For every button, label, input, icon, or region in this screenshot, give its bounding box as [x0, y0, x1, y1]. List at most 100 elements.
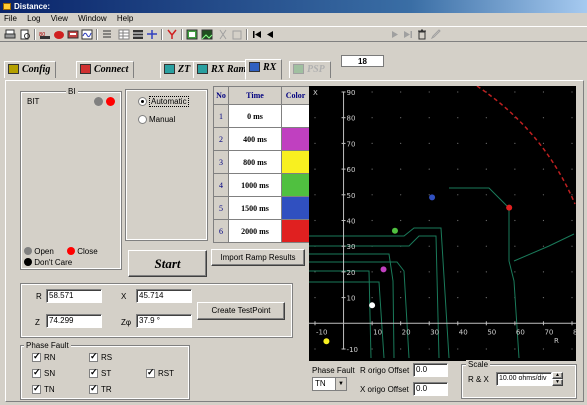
create-testpoint-button[interactable]: Create TestPoint: [197, 302, 285, 320]
table-row[interactable]: 5 1500 ms: [213, 196, 310, 220]
tab-rx-ramp[interactable]: RX Ramp: [193, 61, 258, 78]
grid-dot: [542, 194, 545, 196]
tab-psp: PSP: [289, 61, 331, 78]
tn-checkbox-icon[interactable]: [32, 383, 41, 394]
r-value-field[interactable]: 58.571: [46, 289, 102, 303]
grid-dot: [514, 168, 516, 170]
scale-field[interactable]: 10.00 ohms/div: [496, 372, 552, 386]
manual-radio-icon[interactable]: [138, 115, 147, 124]
zphi-value-field[interactable]: 37.9 °: [136, 314, 192, 328]
scale-down-icon[interactable]: ▼: [552, 379, 563, 386]
x-tick-label: 20: [402, 328, 411, 336]
x-value-field[interactable]: 45.714: [136, 289, 192, 303]
radio-automatic[interactable]: Automatic: [138, 96, 189, 107]
checkbox-st[interactable]: ST: [89, 367, 112, 378]
checkbox-rst[interactable]: RST: [146, 367, 174, 378]
tab-config[interactable]: Config: [4, 61, 57, 78]
grid-dot: [571, 168, 573, 170]
r-offset-label: R origo Offset: [360, 366, 410, 375]
zone-line: [513, 233, 575, 262]
r-offset-field[interactable]: 0.0: [413, 363, 448, 377]
table-row[interactable]: 2 400 ms: [213, 127, 310, 151]
menu-log[interactable]: Log: [27, 14, 41, 23]
table-row[interactable]: 4 1000 ms: [213, 173, 310, 197]
tab-strip: Config Connect ZT RX Ramp RX PSP: [0, 59, 587, 80]
next-record-icon: [389, 29, 401, 40]
grid-dot: [428, 91, 430, 93]
radio-manual[interactable]: Manual: [138, 115, 175, 124]
toolbar-separator: [181, 29, 183, 40]
image-icon[interactable]: [201, 29, 213, 40]
rst-checkbox-icon[interactable]: [146, 367, 155, 378]
psp-icon: [293, 64, 304, 74]
start-button[interactable]: Start: [128, 250, 207, 277]
delete-icon[interactable]: [416, 29, 428, 40]
record-number-field[interactable]: 18: [341, 55, 384, 67]
legend-dont-care-label: Don't Care: [34, 258, 73, 267]
tab-connect[interactable]: Connect: [76, 61, 135, 78]
menu-window[interactable]: Window: [78, 14, 107, 23]
y-tick-label: 10: [347, 295, 356, 303]
toolbar-separator: [161, 29, 163, 40]
preview-icon[interactable]: [19, 29, 31, 40]
export-icon[interactable]: [186, 29, 198, 40]
filter-icon[interactable]: [166, 29, 178, 40]
table-icon[interactable]: [132, 29, 144, 40]
rn-checkbox-icon[interactable]: [32, 351, 41, 362]
rx-impedance-plot[interactable]: -101020304050607080908070605040302010-10…: [309, 86, 576, 361]
sn-checkbox-icon[interactable]: [32, 367, 41, 378]
print-icon[interactable]: [4, 29, 16, 40]
hex-icon[interactable]: 80: [39, 29, 51, 40]
grid-icon[interactable]: [118, 29, 130, 40]
prev-record-icon[interactable]: [264, 29, 276, 40]
row-color-swatch: [281, 104, 310, 128]
sn-label: SN: [44, 369, 56, 378]
row-no: 3: [213, 150, 229, 174]
grid-dot: [314, 117, 316, 119]
y-tick-label: 90: [347, 89, 356, 97]
import-ramp-results-button[interactable]: Import Ramp Results: [211, 249, 305, 266]
menu-help[interactable]: Help: [116, 14, 134, 23]
bi-group-title: BI: [66, 87, 78, 96]
menu-view[interactable]: View: [50, 14, 68, 23]
row-color-swatch: [281, 150, 310, 174]
tab-rx[interactable]: RX: [245, 59, 283, 80]
st-label: ST: [101, 369, 112, 378]
row-no: 2: [213, 127, 229, 151]
record-icon[interactable]: [53, 29, 65, 40]
device-icon[interactable]: [67, 29, 79, 40]
st-checkbox-icon[interactable]: [89, 367, 98, 378]
crosshair-icon[interactable]: [146, 29, 158, 40]
dropdown-arrow-icon[interactable]: ▼: [335, 378, 346, 390]
row-no: 6: [213, 219, 229, 243]
checkbox-tn[interactable]: TN: [32, 383, 55, 394]
title-bar: Distance:: [0, 0, 587, 13]
grid-dot: [514, 219, 516, 222]
grid-dot: [571, 348, 573, 350]
menu-file[interactable]: File: [4, 14, 17, 23]
checkbox-tr[interactable]: TR: [89, 383, 112, 394]
rs-checkbox-icon[interactable]: [89, 351, 98, 362]
grid-dot: [485, 194, 487, 196]
table-row[interactable]: 6 2000 ms: [213, 219, 310, 243]
tab-zt[interactable]: ZT: [160, 61, 197, 78]
phase-fault-select[interactable]: TN ▼: [312, 377, 347, 391]
table-row[interactable]: 3 800 ms: [213, 150, 310, 174]
checkbox-rn[interactable]: RN: [32, 351, 56, 362]
grid-dot: [485, 271, 487, 273]
automatic-radio-icon[interactable]: [138, 97, 147, 106]
grid-dot: [485, 117, 487, 119]
list-icon[interactable]: [101, 29, 113, 40]
z-value-field[interactable]: 74.299: [46, 314, 102, 328]
checkbox-sn[interactable]: SN: [32, 367, 56, 378]
grid-dot: [514, 245, 516, 247]
first-record-icon[interactable]: [251, 29, 263, 40]
x-offset-field[interactable]: 0.0: [413, 382, 448, 396]
grid-dot: [400, 219, 402, 222]
scale-up-icon[interactable]: ▲: [552, 372, 563, 379]
tr-checkbox-icon[interactable]: [89, 383, 98, 394]
checkbox-rs[interactable]: RS: [89, 351, 112, 362]
r-label: R: [36, 292, 42, 301]
wave-icon[interactable]: [81, 29, 93, 40]
